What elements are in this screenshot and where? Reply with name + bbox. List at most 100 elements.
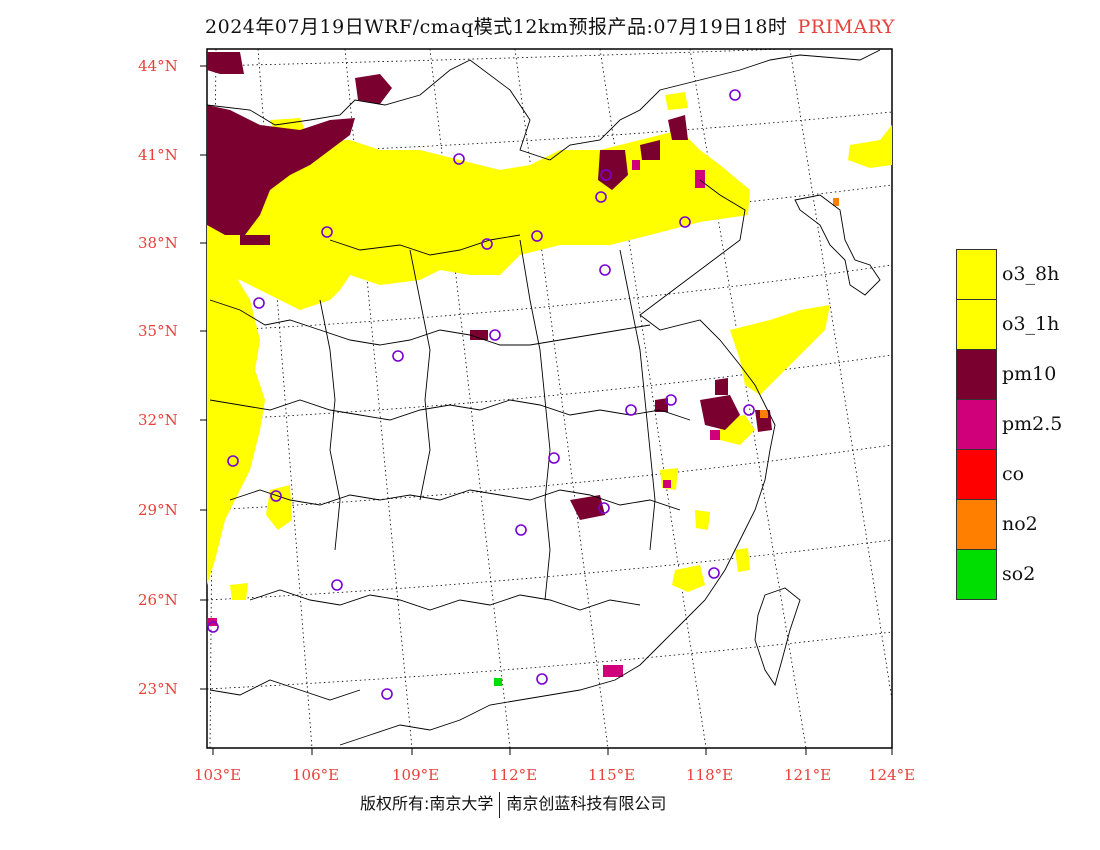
lat-line-35 — [207, 264, 892, 332]
station-marker — [381, 688, 393, 700]
no2-korea — [833, 198, 839, 206]
station-marker — [598, 502, 610, 514]
lat-label-41: 41°N — [138, 146, 178, 164]
copyright-owner: 版权所有:南京大学 — [360, 794, 494, 813]
lon-label-112: 112°E — [490, 766, 538, 784]
station-marker — [679, 216, 691, 228]
station-marker — [453, 153, 465, 165]
lat-label-44: 44°N — [138, 57, 178, 75]
station-marker — [321, 226, 333, 238]
station-marker — [515, 524, 527, 536]
legend-swatch — [956, 299, 997, 350]
lon-label-121: 121°E — [784, 766, 832, 784]
southwest-border — [209, 679, 361, 701]
lat-label-38: 38°N — [138, 234, 178, 252]
lon-label-106: 106°E — [292, 766, 340, 784]
lat-label-26: 26°N — [138, 591, 178, 609]
station-marker — [665, 394, 677, 406]
o3-coast — [735, 548, 750, 572]
lon-label-118: 118°E — [686, 766, 734, 784]
taiwan-outline — [754, 587, 801, 687]
pm10-gansu — [240, 235, 270, 245]
o3-yunnan — [230, 583, 248, 600]
lon-label-115: 115°E — [588, 766, 636, 784]
station-marker — [489, 329, 501, 341]
station-marker — [625, 404, 637, 416]
lat-label-29: 29°N — [138, 501, 178, 519]
pm10-hunan — [570, 495, 605, 520]
pm10-jiangsu — [715, 378, 728, 395]
meridional-line-1 — [409, 249, 431, 501]
station-marker — [531, 230, 543, 242]
legend-label: co — [1002, 463, 1025, 485]
footer-divider — [499, 791, 501, 818]
station-marker — [536, 673, 548, 685]
o3-sichuan — [266, 485, 292, 530]
lon-line-124 — [789, 49, 892, 701]
station-marker — [743, 404, 755, 416]
lat-label-35: 35°N — [138, 322, 178, 340]
o3-hebei-north — [665, 92, 688, 110]
station-marker — [207, 621, 219, 633]
lat-line-44 — [207, 49, 795, 67]
legend-label: pm10 — [1002, 363, 1057, 385]
meridional-line-3 — [619, 249, 656, 551]
lat-line-29 — [207, 444, 892, 511]
legend-label: no2 — [1002, 513, 1038, 535]
legend-swatch — [956, 549, 997, 600]
lon-label-124: 124°E — [868, 766, 916, 784]
lat-line-32 — [207, 354, 892, 421]
pm10-anhui — [700, 395, 740, 430]
o3-zhejiang — [695, 510, 710, 530]
lon-label-109: 109°E — [392, 766, 440, 784]
legend-label: o3_8h — [1002, 263, 1060, 285]
o3-fujian — [672, 565, 705, 592]
so2-guangdong — [494, 678, 502, 686]
axis-ticks — [200, 65, 893, 755]
lat-label-32: 32°N — [138, 411, 178, 429]
legend-swatch — [956, 249, 997, 300]
pm10-top-left — [207, 52, 244, 74]
station-marker — [481, 238, 493, 250]
station-marker — [227, 455, 239, 467]
legend-swatch — [956, 349, 997, 400]
copyright-footer: 版权所有:南京大学 南京创蓝科技有限公司 — [360, 790, 666, 818]
pm25-jiangxi — [663, 480, 671, 488]
northern-border — [207, 49, 881, 161]
station-marker — [331, 579, 343, 591]
station-marker — [599, 264, 611, 276]
o3-northeast — [848, 125, 892, 168]
title-primary-tag: PRIMARY — [797, 16, 895, 38]
station-markers — [207, 89, 755, 700]
pm25-tianjin — [695, 170, 705, 188]
korea-outline — [794, 194, 881, 296]
legend-label: so2 — [1002, 563, 1036, 585]
no2-shanghai — [760, 410, 768, 418]
pm10-beijing-east — [640, 140, 660, 160]
pm10-mongolia — [355, 74, 392, 104]
o3-west-band — [207, 270, 265, 585]
pm10-areas — [207, 52, 772, 520]
legend-label: pm2.5 — [1002, 413, 1063, 435]
lon-label-103: 103°E — [194, 766, 242, 784]
east-coast — [339, 179, 776, 746]
central-line — [209, 399, 691, 421]
lat-line-41 — [207, 111, 892, 156]
station-marker — [600, 169, 612, 181]
lat-label-23: 23°N — [138, 680, 178, 698]
legend-swatch — [956, 499, 997, 550]
pm25-hebei — [632, 160, 640, 170]
pm10-hubei — [655, 398, 668, 412]
station-marker — [595, 191, 607, 203]
station-marker — [708, 567, 720, 579]
map-title: 2024年07月19日WRF/cmaq模式12km预报产品:07月19日18时 P… — [0, 12, 1100, 39]
station-marker — [729, 89, 741, 101]
south-line — [249, 589, 641, 611]
station-marker — [270, 490, 282, 502]
southern-central-line — [229, 489, 681, 511]
station-marker — [253, 297, 265, 309]
legend-label: o3_1h — [1002, 313, 1060, 335]
legend-swatch — [956, 399, 997, 450]
meridional-line-2 — [519, 239, 551, 601]
